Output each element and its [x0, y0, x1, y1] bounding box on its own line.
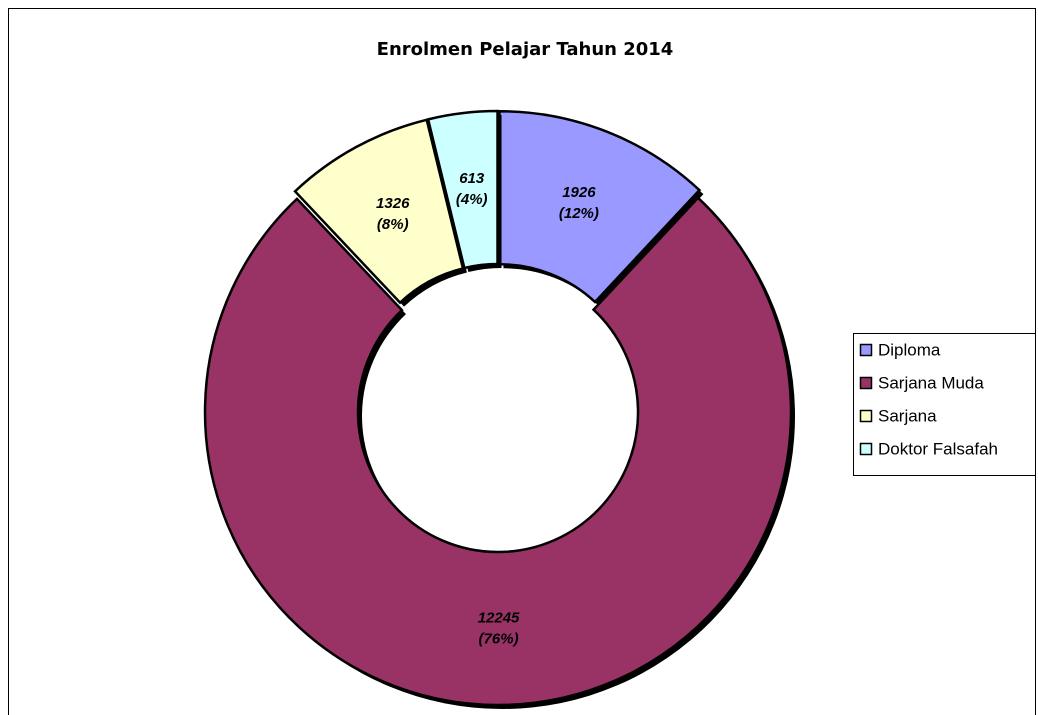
legend-swatch [859, 343, 873, 357]
legend-label: Sarjana [878, 406, 937, 425]
data-label: 613 [459, 170, 485, 187]
data-label: 1326 [376, 195, 410, 212]
data-label: 12245 [478, 609, 520, 626]
data-label: 1926 [562, 184, 596, 201]
legend-swatch [859, 409, 873, 423]
data-label-percent: (76%) [479, 630, 519, 647]
legend-swatch [859, 376, 873, 390]
chart-title: Enrolmen Pelajar Tahun 2014 [377, 39, 674, 60]
legend-box [853, 333, 1036, 476]
data-label-percent: (8%) [377, 216, 409, 233]
donut-slice [203, 196, 793, 707]
legend-swatch [859, 442, 873, 456]
legend-label: Sarjana Muda [878, 373, 984, 392]
donut-slice [498, 110, 702, 304]
legend-label: Diploma [878, 340, 941, 359]
data-label-percent: (12%) [559, 205, 599, 222]
data-label-percent: (4%) [456, 191, 488, 208]
donut-slice [426, 109, 499, 270]
legend-label: Doktor Falsafah [878, 439, 998, 458]
donut-slice [293, 118, 465, 305]
